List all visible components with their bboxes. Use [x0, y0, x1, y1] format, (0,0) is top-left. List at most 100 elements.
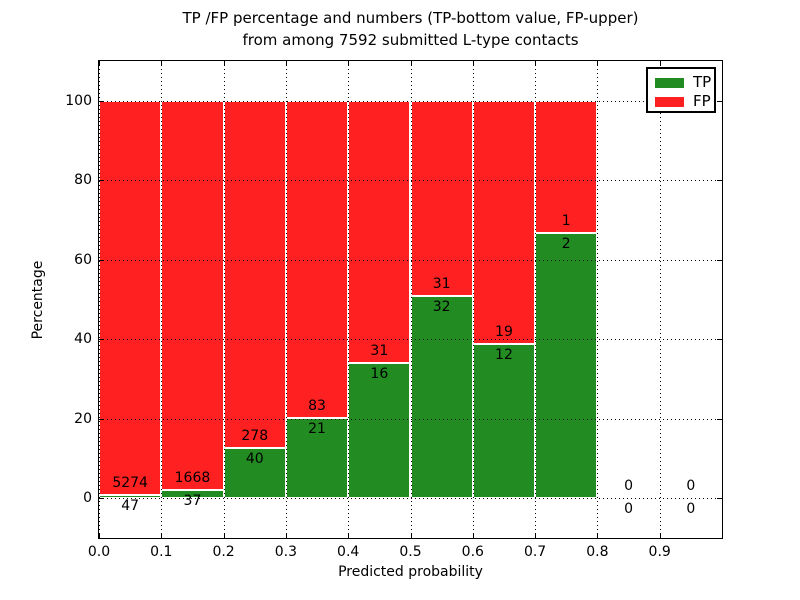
bar-segment-fp	[535, 100, 598, 234]
y-axis-label: Percentage	[30, 260, 46, 340]
bar-label-tp: 21	[308, 420, 326, 437]
gridline-vertical	[597, 61, 599, 538]
y-tick-label: 20	[74, 410, 92, 427]
x-tick-mark-top	[223, 61, 225, 66]
y-tick-mark	[99, 100, 104, 102]
x-tick-mark-top	[99, 61, 100, 66]
y-tick-mark	[99, 259, 104, 261]
bar-label-tp: 0	[686, 501, 696, 518]
gridline-vertical	[285, 61, 287, 538]
x-tick-label: 0.8	[586, 544, 609, 560]
y-tick-mark-right	[717, 259, 722, 261]
bar-segment-tp	[348, 362, 411, 499]
bar-segment-fp	[161, 100, 224, 490]
bar-label-tp: 32	[432, 299, 451, 316]
gridline-vertical	[535, 61, 537, 538]
gridline-horizontal	[99, 180, 722, 182]
gridline-vertical	[659, 61, 661, 538]
y-tick-mark	[99, 498, 104, 500]
x-tick-mark	[535, 533, 537, 538]
x-tick-label: 0.7	[523, 544, 547, 560]
x-tick-mark-top	[597, 61, 599, 66]
x-tick-label: 0.0	[87, 544, 111, 560]
x-tick-mark	[410, 533, 412, 538]
bar-label-tp: 16	[370, 365, 389, 382]
x-tick-mark	[161, 533, 163, 538]
bar-label-fp: 83	[308, 397, 326, 414]
x-tick-mark	[348, 533, 350, 538]
y-tick-mark	[99, 180, 104, 182]
bar-segment-tp	[535, 233, 598, 499]
bar-label-fp: 19	[495, 324, 513, 341]
x-tick-label: 0.6	[461, 544, 484, 560]
x-tick-mark-top	[535, 61, 537, 66]
bar-label-fp: 1	[561, 213, 571, 230]
gridline-horizontal	[99, 259, 722, 261]
bar-label-tp: 0	[624, 501, 633, 518]
bar-label-tp: 2	[561, 236, 571, 253]
tp-legend-swatch	[655, 77, 684, 88]
gridline-vertical	[223, 61, 225, 538]
x-tick-mark	[223, 533, 225, 538]
legend-label: FP	[693, 92, 711, 110]
y-tick-mark-right	[717, 339, 722, 341]
bar-label-tp: 37	[183, 492, 202, 509]
chart-title-line1: TP /FP percentage and numbers (TP-bottom…	[182, 9, 639, 27]
gridline-vertical	[99, 61, 100, 538]
bar-label-tp: 12	[495, 347, 513, 364]
fp-legend-swatch	[655, 96, 684, 107]
y-tick-mark-right	[717, 498, 722, 500]
y-tick-label: 60	[74, 251, 92, 268]
bar-label-tp: 40	[245, 451, 264, 468]
bar-label-fp: 0	[686, 478, 696, 495]
x-tick-mark-top	[285, 61, 287, 66]
bar-segment-fp	[472, 100, 536, 345]
y-tick-mark-right	[717, 100, 722, 102]
gridline-horizontal	[99, 498, 722, 500]
bar-label-fp: 278	[241, 428, 269, 445]
bar-label-fp: 0	[624, 478, 633, 495]
x-tick-mark	[285, 533, 287, 538]
x-tick-label: 0.1	[150, 544, 173, 560]
bar-label-tp: 47	[121, 497, 140, 514]
bar-segment-fp	[99, 100, 162, 495]
x-tick-label: 0.9	[648, 544, 671, 560]
x-tick-mark-top	[472, 61, 474, 66]
plot-area: 5274 47 1668 37 278 40 83 21 31 16 31 32 19 12 1 2 0 0 0 0	[98, 60, 723, 539]
bar-label-fp: 1668	[174, 469, 211, 486]
x-tick-mark-top	[161, 61, 163, 66]
x-tick-mark-top	[348, 61, 350, 66]
x-tick-mark	[472, 533, 474, 538]
legend: TP FP	[646, 67, 716, 113]
y-tick-label: 40	[74, 331, 92, 348]
bar-segment-tp	[410, 296, 473, 499]
bar-label-fp: 31	[370, 342, 389, 359]
x-tick-mark	[659, 533, 661, 538]
bar-segment-fp	[348, 100, 411, 363]
x-tick-mark-top	[410, 61, 412, 66]
chart-title-line2: from among 7592 submitted L-type contact…	[242, 31, 579, 49]
gridline-horizontal	[99, 339, 722, 341]
y-tick-mark	[99, 339, 104, 341]
bar-label-fp: 31	[432, 276, 451, 293]
gridline-vertical	[348, 61, 350, 538]
legend-item: TP	[655, 73, 714, 92]
gridline-horizontal	[99, 418, 722, 420]
x-tick-mark-top	[659, 61, 661, 66]
y-tick-label: 100	[65, 92, 92, 109]
bar-segment-fp	[410, 100, 473, 297]
legend-label: TP	[693, 73, 712, 91]
bar-segment-fp	[285, 100, 349, 418]
legend-item: FP	[655, 92, 714, 111]
y-tick-mark-right	[717, 180, 722, 182]
chart-title: TP /FP percentage and numbers (TP-bottom…	[99, 7, 722, 51]
y-tick-label: 80	[74, 172, 92, 189]
bar-segment-tp	[285, 417, 349, 499]
x-tick-mark	[597, 533, 599, 538]
gridline-horizontal	[99, 100, 722, 102]
bar-segment-tp	[223, 448, 286, 499]
y-tick-mark	[99, 418, 104, 420]
x-tick-label: 0.3	[274, 544, 298, 560]
y-tick-mark-right	[717, 418, 722, 420]
